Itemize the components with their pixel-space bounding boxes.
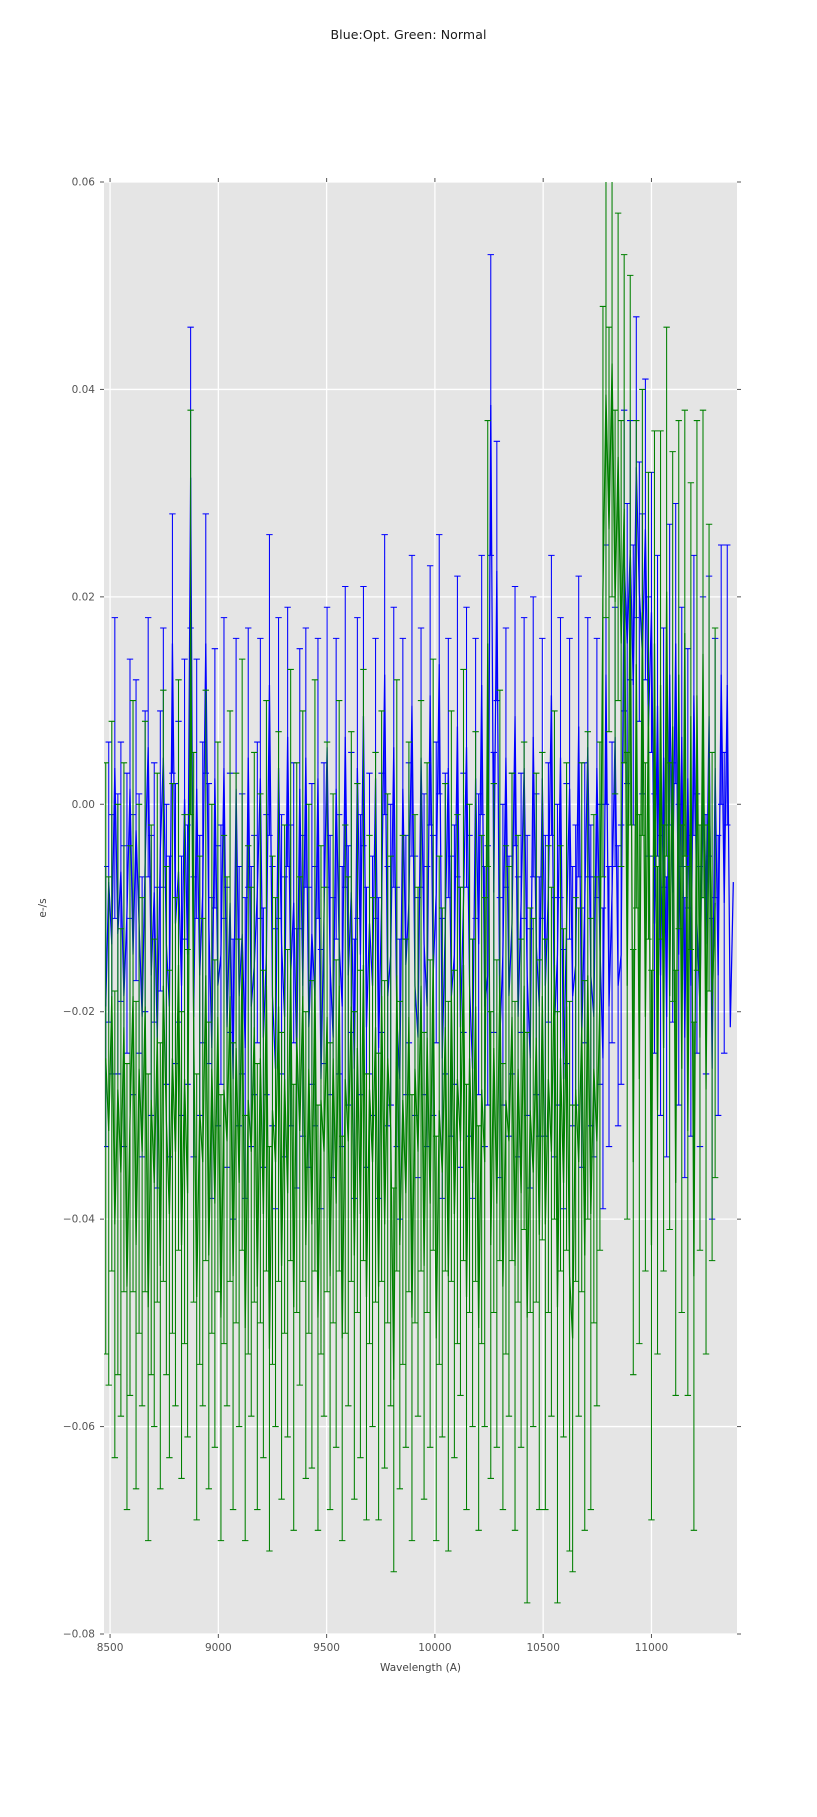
y-tick-label: −0.08 bbox=[63, 1629, 95, 1641]
y-axis-label: e-/s bbox=[37, 898, 49, 917]
x-tick-label: 9000 bbox=[205, 1642, 232, 1654]
y-tick-label: −0.06 bbox=[63, 1421, 95, 1433]
series-line bbox=[105, 404, 734, 1080]
y-tick-label: 0.04 bbox=[72, 384, 96, 396]
x-tick-label: 9500 bbox=[313, 1642, 340, 1654]
gridlines bbox=[104, 181, 737, 1635]
x-tick-label: 10000 bbox=[418, 1642, 451, 1654]
x-axis-label: Wavelength (A) bbox=[380, 1662, 461, 1674]
y-tick-label: −0.02 bbox=[63, 1006, 95, 1018]
y-tick-label: 0.00 bbox=[72, 799, 95, 811]
axis-decorations: −0.08 −0.06 −0.04 −0.02 0.00 0.02 0.04 0.06 8500… bbox=[37, 177, 741, 1674]
series-line bbox=[105, 363, 716, 1380]
x-tick-label: 11000 bbox=[635, 1642, 668, 1654]
series-normal bbox=[104, 182, 719, 1604]
y-tick-label: −0.04 bbox=[63, 1214, 95, 1226]
x-tick-label: 10500 bbox=[526, 1642, 559, 1654]
page-title: Blue:Opt. Green: Normal bbox=[330, 27, 487, 42]
y-tick-label: 0.02 bbox=[72, 591, 95, 603]
x-tick-label: 8500 bbox=[97, 1642, 124, 1654]
y-tick-label: 0.06 bbox=[72, 177, 96, 189]
